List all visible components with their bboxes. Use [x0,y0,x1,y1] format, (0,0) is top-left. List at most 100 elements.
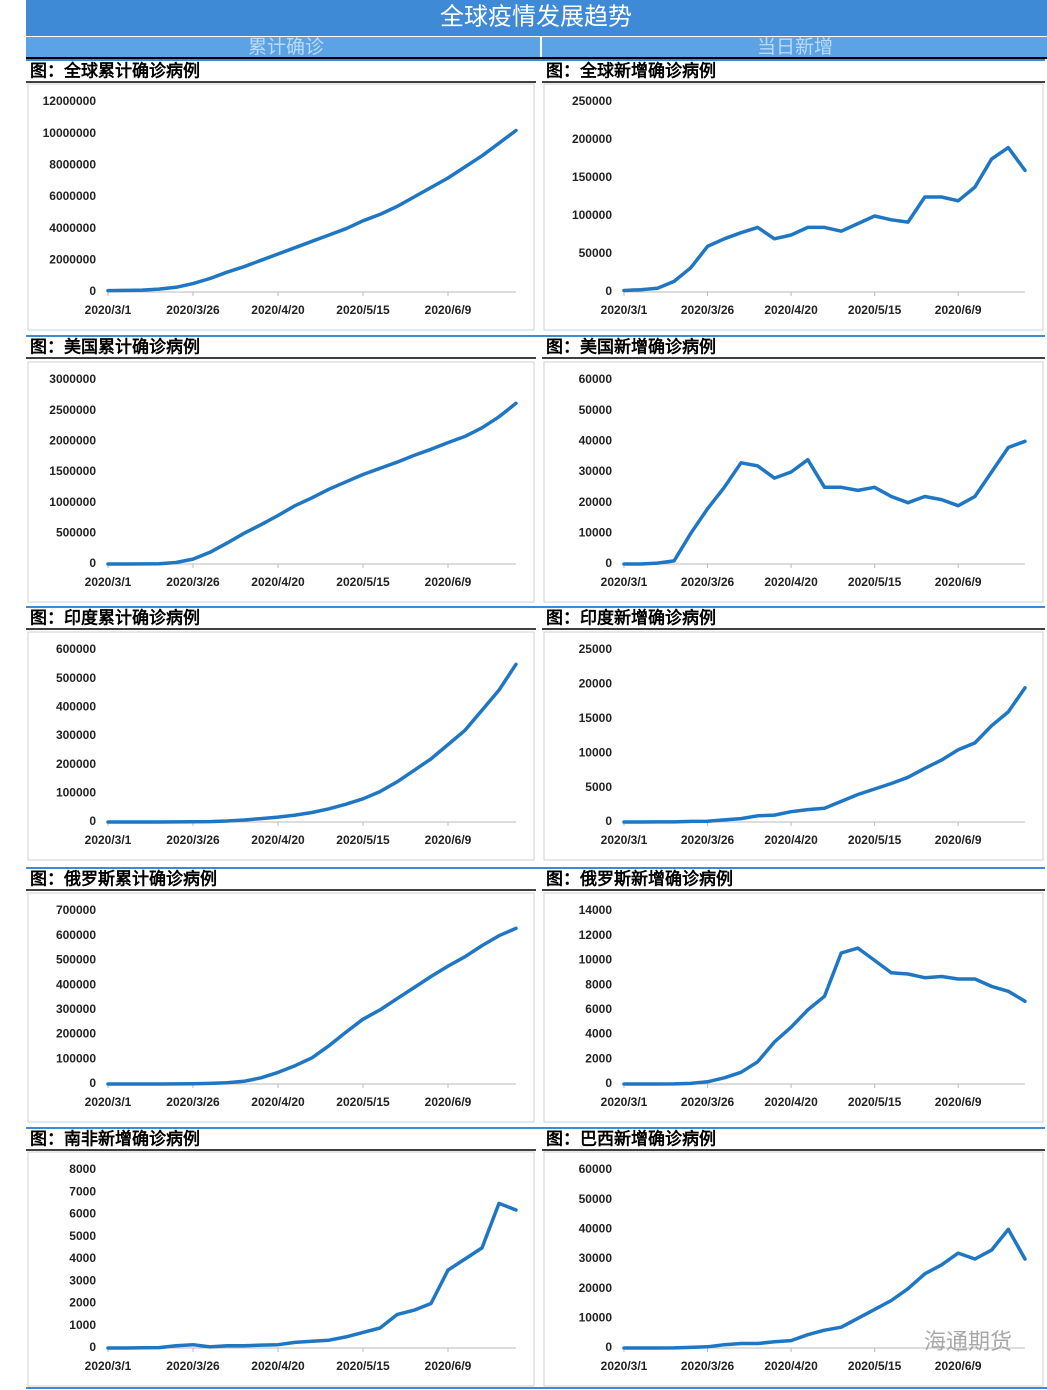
y-tick-label: 10000 [579,953,613,967]
y-tick-label: 50000 [579,1192,613,1206]
y-tick-label: 0 [605,1076,612,1090]
header-title: 全球疫情发展趋势 [440,4,632,31]
data-line [622,686,1027,824]
x-tick-label: 2020/3/26 [681,833,735,847]
y-tick-label: 500000 [56,526,96,540]
x-tick-label: 2020/6/9 [425,303,472,317]
column-title: 累计确诊 [248,36,324,58]
x-tick-label: 2020/5/15 [848,575,902,589]
y-tick-label: 3000 [69,1273,96,1287]
y-tick-label: 1000 [69,1318,96,1332]
y-tick-label: 60000 [579,372,613,386]
y-tick-label: 10000000 [43,126,97,140]
x-tick-label: 2020/4/20 [764,833,818,847]
x-tick-label: 2020/5/15 [336,1095,390,1109]
column-header [542,37,1047,58]
x-tick-label: 2020/3/26 [681,303,735,317]
x-tick-label: 2020/6/9 [425,833,472,847]
y-tick-label: 14000 [579,903,613,917]
y-tick-label: 400000 [56,700,96,714]
y-tick-label: 2000000 [49,253,96,267]
x-tick-label: 2020/3/1 [85,303,132,317]
chart-frame [27,631,535,861]
x-tick-label: 2020/4/20 [251,1095,305,1109]
x-tick-label: 2020/4/20 [251,575,305,589]
y-tick-label: 300000 [56,728,96,742]
chart-frame [27,83,535,331]
x-tick-label: 2020/3/1 [85,1095,132,1109]
data-line [106,401,518,566]
y-tick-label: 8000 [69,1162,96,1176]
data-line [106,1201,518,1350]
y-tick-label: 8000000 [49,158,96,172]
x-tick-label: 2020/4/20 [764,1359,818,1373]
chart-title: 图：美国新增确诊病例 [546,336,716,356]
y-tick-label: 1000000 [49,495,96,509]
y-tick-label: 30000 [579,1251,613,1265]
y-tick-label: 0 [89,556,96,570]
y-tick-label: 4000 [585,1027,612,1041]
y-tick-label: 150000 [572,170,612,184]
y-tick-label: 0 [605,284,612,298]
y-tick-label: 20000 [579,495,613,509]
data-line [622,946,1027,1086]
y-tick-label: 40000 [579,434,613,448]
x-tick-label: 2020/3/26 [166,1359,220,1373]
y-tick-label: 30000 [579,464,613,478]
data-line [106,128,518,293]
x-tick-label: 2020/4/20 [764,575,818,589]
x-tick-label: 2020/3/26 [681,575,735,589]
x-tick-label: 2020/6/9 [935,1359,982,1373]
y-tick-label: 0 [89,1076,96,1090]
chart-frame [543,83,1044,331]
y-tick-label: 10000 [579,526,613,540]
y-tick-label: 0 [605,1340,612,1354]
y-tick-label: 2500000 [49,403,96,417]
y-tick-label: 600000 [56,642,96,656]
y-tick-label: 20000 [579,677,613,691]
y-tick-label: 2000000 [49,434,96,448]
chart-frame [27,892,535,1123]
y-tick-label: 12000000 [43,94,97,108]
chart-frame [27,1151,535,1387]
data-line [622,439,1027,566]
chart-title: 图：南非新增确诊病例 [30,1128,200,1148]
x-tick-label: 2020/6/9 [935,303,982,317]
y-tick-label: 250000 [572,94,612,108]
x-tick-label: 2020/3/26 [166,1095,220,1109]
x-tick-label: 2020/4/20 [251,303,305,317]
chart-title: 图：全球累计确诊病例 [30,60,200,80]
x-tick-label: 2020/3/1 [601,1095,648,1109]
x-tick-label: 2020/6/9 [425,1359,472,1373]
chart-frame [543,892,1044,1123]
x-tick-label: 2020/5/15 [848,1359,902,1373]
x-tick-label: 2020/3/1 [601,303,648,317]
watermark: 海通期货 [924,1329,1012,1354]
column-header [26,37,540,58]
chart-frame [543,361,1044,603]
x-tick-label: 2020/3/26 [166,303,220,317]
y-tick-label: 500000 [56,671,96,685]
x-tick-label: 2020/5/15 [336,833,390,847]
y-tick-label: 100000 [56,786,96,800]
y-tick-label: 10000 [579,1311,613,1325]
y-tick-label: 600000 [56,928,96,942]
y-tick-label: 50000 [579,246,613,260]
y-tick-label: 7000 [69,1184,96,1198]
chart-title: 图：印度新增确诊病例 [546,607,716,627]
x-tick-label: 2020/6/9 [935,833,982,847]
x-tick-label: 2020/6/9 [935,575,982,589]
x-tick-label: 2020/6/9 [935,1095,982,1109]
x-tick-label: 2020/3/1 [85,575,132,589]
chart-title: 图：全球新增确诊病例 [546,60,716,80]
x-tick-label: 2020/4/20 [251,833,305,847]
y-tick-label: 2000 [69,1296,96,1310]
y-tick-label: 300000 [56,1002,96,1016]
y-tick-label: 20000 [579,1281,613,1295]
y-tick-label: 5000 [585,780,612,794]
y-tick-label: 700000 [56,903,96,917]
y-tick-label: 400000 [56,977,96,991]
y-tick-label: 4000 [69,1251,96,1265]
x-tick-label: 2020/3/1 [85,833,132,847]
